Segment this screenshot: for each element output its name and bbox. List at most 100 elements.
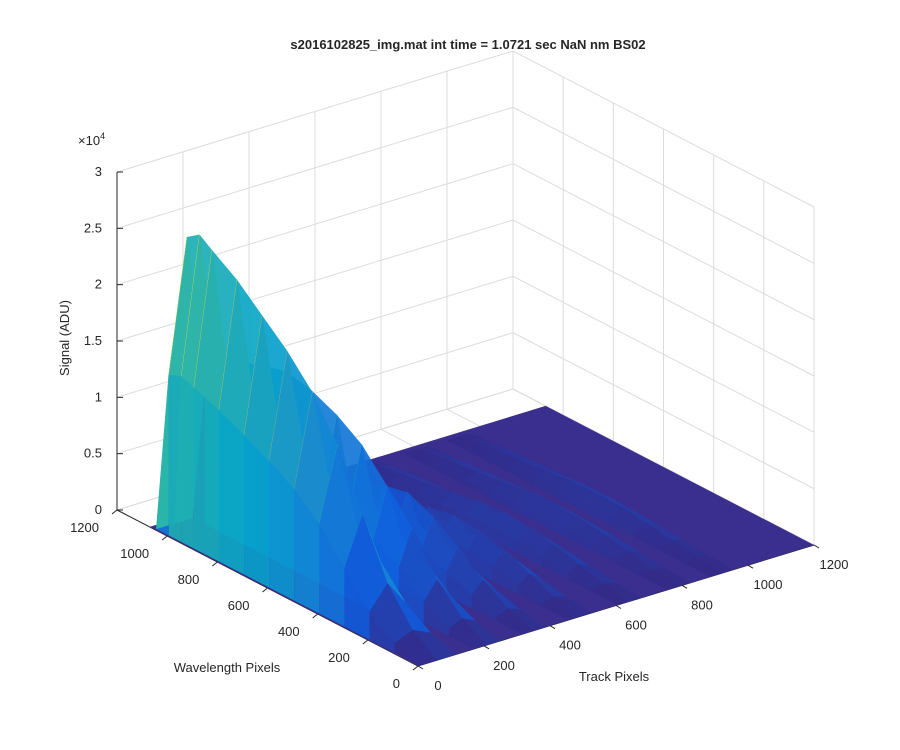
surface-patch [416, 451, 441, 467]
z-tick-label: 1 [95, 389, 102, 404]
surface-patch [403, 449, 428, 460]
surface-patch [471, 445, 496, 460]
surface-patch [441, 461, 478, 486]
surface-patch [459, 439, 484, 454]
surface-patch [492, 511, 529, 553]
y-tick-label: 800 [178, 572, 200, 587]
surface-patch [685, 558, 722, 577]
gridline [116, 106, 815, 264]
surface-patch [484, 449, 521, 473]
track-ridge [156, 234, 457, 666]
surface-patch [496, 608, 534, 635]
surface-patch [428, 457, 453, 473]
y-tick-label: 1000 [120, 546, 149, 561]
surface-patch [244, 315, 288, 588]
y-tick-mark [161, 535, 168, 541]
surface-patch [516, 491, 554, 525]
y-tick-mark [111, 509, 118, 515]
y-tick-label: 600 [228, 598, 250, 613]
surface-patch [542, 544, 579, 579]
surface-patch [541, 503, 579, 538]
surface-patch [559, 480, 597, 512]
x-tick-mark [747, 564, 754, 569]
x-tick-label: 1200 [820, 557, 849, 572]
surface-patch [417, 483, 454, 514]
surface-patch [534, 471, 572, 499]
surface-patch [642, 570, 679, 590]
y-tick-mark [362, 639, 369, 645]
x-tick-mark [681, 584, 688, 589]
x-tick-mark [615, 605, 622, 609]
surface-patch [467, 530, 505, 582]
surface-patch [294, 392, 338, 614]
y-tick-label: 400 [278, 624, 300, 639]
y-tick-mark [412, 665, 419, 671]
x-tick-mark [813, 544, 820, 549]
surface-patch [592, 584, 630, 605]
chart-title: s2016102825_img.mat int time = 1.0721 se… [290, 37, 645, 52]
x-tick-mark [417, 665, 424, 670]
surface-patch [466, 472, 504, 499]
x-tick-label: 800 [691, 597, 713, 612]
surface-patch [168, 234, 200, 542]
y-tick-label: 0 [393, 676, 400, 691]
surface-patch [446, 436, 471, 447]
surface-patch [609, 506, 647, 538]
track-ridge [402, 446, 691, 591]
x-tick-mark [483, 645, 490, 650]
y-tick-label: 200 [328, 650, 350, 665]
z-tick-label: 0.5 [84, 446, 102, 461]
x-tick-label: 600 [625, 618, 647, 633]
surface-patch [391, 474, 429, 501]
surface-patch [344, 513, 388, 640]
gridline [116, 163, 815, 321]
surface-patch [659, 540, 697, 564]
z-tick-label: 0 [95, 502, 102, 517]
surface-patch [543, 596, 580, 621]
track-axis-label: Track Pixels [579, 669, 650, 684]
surface-patch [423, 579, 463, 636]
surface-patch [567, 564, 605, 592]
y-tick-label: 1200 [70, 520, 99, 535]
x-tick-label: 0 [434, 678, 441, 693]
surface-patch [319, 444, 363, 627]
y-tick-mark [212, 561, 218, 567]
x-tick-label: 400 [559, 638, 581, 653]
surface-patch [269, 351, 313, 601]
z-tick-label: 1.5 [84, 333, 102, 348]
surface-patch [394, 630, 438, 666]
ticks-layer: 0200400600800100012000200400600800100012… [70, 164, 848, 693]
surface-patch [193, 250, 238, 562]
surface-patch [181, 234, 212, 549]
surface-patch [398, 527, 438, 623]
surface-patch [219, 279, 263, 575]
gridline [116, 50, 815, 208]
surface-patch [617, 551, 654, 577]
surface-layer [149, 234, 815, 666]
x-tick-label: 1000 [754, 577, 783, 592]
z-tick-label: 2 [95, 277, 102, 292]
z-tick-label: 2.5 [84, 220, 102, 235]
surface-patch [584, 492, 622, 525]
y-tick-mark [262, 587, 268, 593]
z-axis-label: Signal (ADU) [57, 300, 72, 376]
surface-patch [471, 579, 509, 622]
surface-patch [449, 618, 488, 649]
z-tick-label: 3 [95, 164, 102, 179]
surface-patch [517, 526, 554, 566]
x-tick-mark [549, 625, 556, 630]
surface-patch [518, 573, 555, 608]
x-tick-label: 200 [493, 658, 515, 673]
z-exponent-label: ×104 [78, 131, 105, 148]
wavelength-axis-label: Wavelength Pixels [174, 660, 281, 675]
surface-patch [566, 517, 604, 551]
surface-patch [369, 583, 413, 653]
surface-patch [491, 481, 529, 512]
track-ridge [445, 432, 734, 578]
surface-patch [634, 523, 672, 551]
surface-patch [509, 460, 546, 486]
surface-patch [446, 546, 484, 609]
y-tick-mark [312, 613, 318, 619]
surface-patch [492, 549, 530, 595]
